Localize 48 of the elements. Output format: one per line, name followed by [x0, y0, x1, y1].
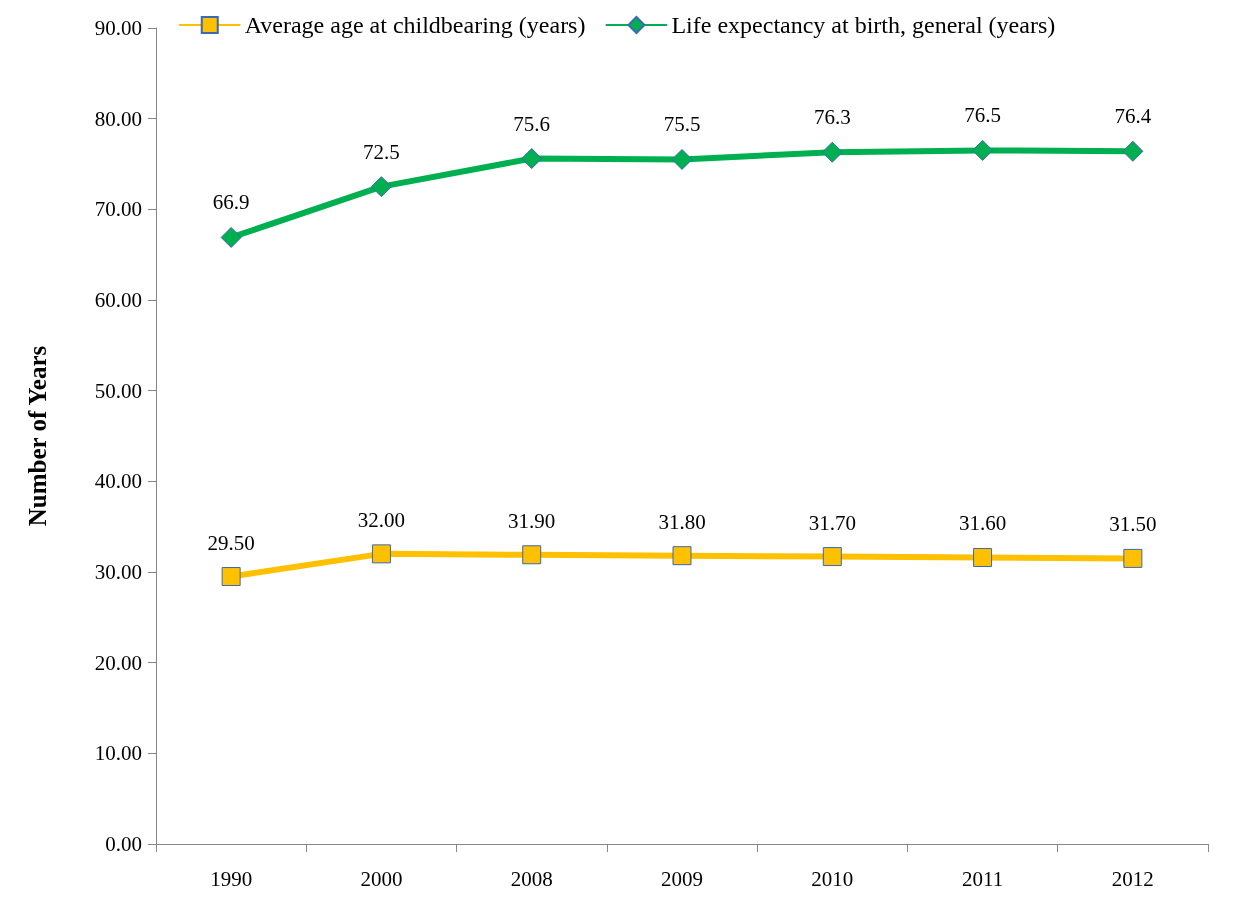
- data-label: 76.4: [1114, 104, 1152, 129]
- data-label: 29.50: [207, 530, 255, 555]
- point: [522, 545, 542, 565]
- point: [822, 547, 842, 567]
- point: [973, 547, 993, 567]
- y-tick-label: 10.00: [94, 741, 142, 766]
- y-tick-label: 20.00: [94, 650, 142, 675]
- data-label: 31.90: [508, 508, 556, 533]
- y-tick-label: 30.00: [94, 560, 142, 584]
- point: [370, 176, 392, 198]
- y-tick-label: 40.00: [94, 469, 142, 494]
- point: [821, 141, 843, 163]
- x-tick-label: 2010: [811, 866, 854, 891]
- data-label: 32.00: [357, 507, 406, 532]
- legend-label: Life expectancy at birth, general (years): [671, 12, 1056, 38]
- y-tick-label: 60.00: [94, 288, 142, 312]
- x-tick-label: 2011: [961, 866, 1004, 891]
- x-tick-label: 2000: [360, 866, 403, 891]
- point: [1123, 548, 1143, 568]
- data-label: 66.9: [212, 190, 250, 215]
- point: [371, 544, 391, 564]
- y-tick-label: 0.00: [105, 832, 142, 856]
- data-label: 75.5: [663, 112, 701, 137]
- y-axis-title: Number of Years: [24, 345, 51, 527]
- data-label: 76.3: [813, 105, 851, 130]
- data-label: 31.60: [958, 511, 1007, 536]
- y-tick-label: 50.00: [94, 378, 142, 403]
- y-tick-label: 70.00: [94, 197, 142, 222]
- data-label: 31.80: [658, 509, 706, 534]
- legend-label: Average age at childbearing (years): [244, 12, 586, 38]
- point: [672, 546, 692, 566]
- point: [521, 148, 543, 170]
- data-label: 72.5: [363, 139, 400, 164]
- point: [220, 226, 242, 248]
- x-tick-label: 2012: [1111, 866, 1154, 891]
- data-label: 75.6: [513, 111, 551, 136]
- data-label: 31.50: [1109, 512, 1157, 537]
- y-tick-label: 90.00: [94, 16, 142, 40]
- point: [221, 567, 241, 587]
- point: [671, 148, 693, 170]
- x-tick-label: 2009: [661, 866, 703, 891]
- x-tick-label: 1990: [210, 866, 253, 891]
- y-tick-label: 80.00: [94, 106, 142, 131]
- data-label: 76.5: [964, 103, 1001, 128]
- x-tick-label: 2008: [510, 866, 553, 891]
- point: [972, 139, 994, 161]
- point: [1122, 140, 1144, 162]
- data-label: 31.70: [808, 510, 856, 535]
